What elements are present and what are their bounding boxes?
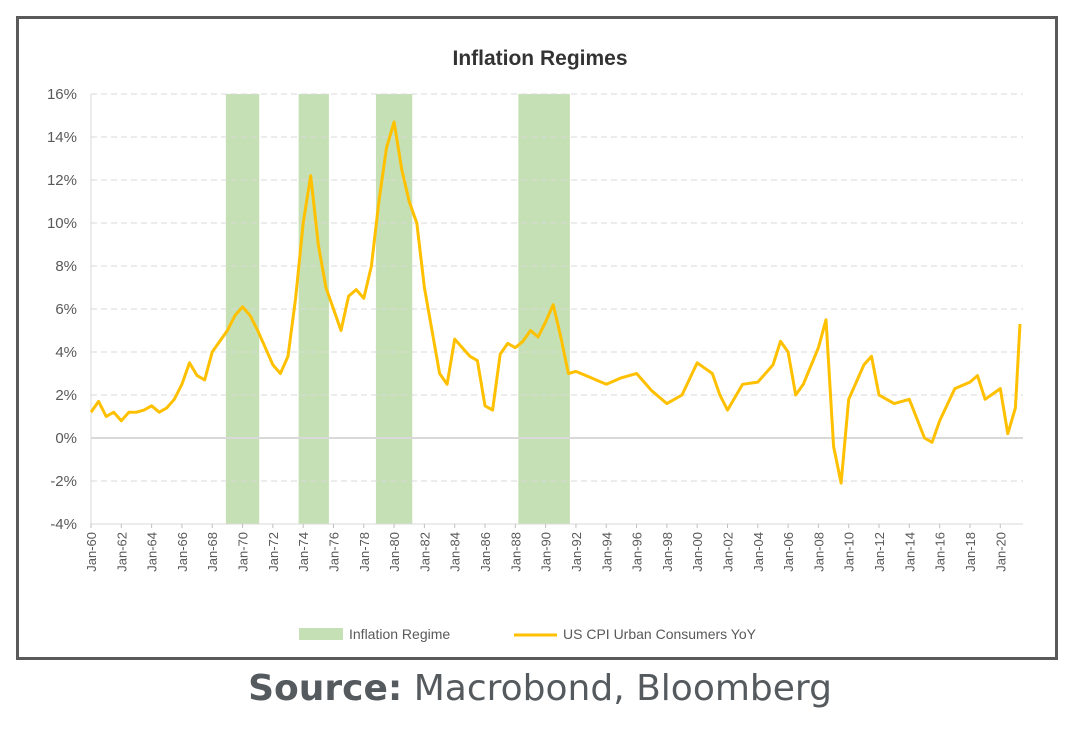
x-tick-label: Jan-00 bbox=[690, 532, 705, 572]
y-tick-label: -4% bbox=[50, 516, 77, 533]
x-tick-label: Jan-96 bbox=[630, 532, 645, 572]
x-tick-label: Jan-78 bbox=[357, 532, 372, 572]
legend-label-cpi: US CPI Urban Consumers YoY bbox=[563, 626, 757, 642]
y-tick-label: 2% bbox=[55, 387, 77, 404]
y-tick-label: 6% bbox=[55, 301, 77, 318]
x-tick-label: Jan-82 bbox=[417, 532, 432, 572]
chart-title: Inflation Regimes bbox=[452, 47, 627, 70]
x-tick-label: Jan-84 bbox=[448, 532, 463, 572]
y-axis-ticks: -4% -2% 0% 2% 4% 6% 8% 10% 12% 14% 16% bbox=[47, 86, 77, 533]
y-tick-label: 0% bbox=[55, 430, 77, 447]
x-tick-label: Jan-18 bbox=[963, 532, 978, 572]
source-note: Source: Macrobond, Bloomberg bbox=[0, 668, 1080, 709]
x-tick-label: Jan-16 bbox=[933, 532, 948, 572]
x-tick-label: Jan-68 bbox=[205, 532, 220, 572]
x-tick-label: Jan-12 bbox=[872, 532, 887, 572]
x-tick-label: Jan-04 bbox=[751, 532, 766, 572]
x-tick-label: Jan-94 bbox=[599, 532, 614, 572]
y-tick-label: 8% bbox=[55, 258, 77, 275]
y-tick-label: 12% bbox=[47, 172, 77, 189]
source-label: Source: bbox=[248, 668, 403, 709]
x-tick-label: Jan-66 bbox=[175, 532, 190, 572]
legend-swatch-regime bbox=[299, 628, 343, 640]
x-tick-label: Jan-64 bbox=[145, 532, 160, 572]
x-tick-label: Jan-98 bbox=[660, 532, 675, 572]
x-tick-label: Jan-10 bbox=[842, 532, 857, 572]
series-line-cpi bbox=[89, 120, 1022, 485]
legend-label-regime: Inflation Regime bbox=[349, 626, 450, 642]
y-tick-label: 10% bbox=[47, 215, 77, 232]
x-tick-label: Jan-80 bbox=[387, 532, 402, 572]
x-tick-label: Jan-86 bbox=[478, 532, 493, 572]
x-axis-ticks: Jan-60 Jan-62 Jan-64 Jan-66 Jan-68 Jan-70 Jan-… bbox=[84, 524, 1008, 572]
chart: Inflation Regimes -4% -2% 0% 2% 4% 6% 8% 10% 12%… bbox=[47, 47, 1023, 642]
x-tick-label: Jan-74 bbox=[296, 532, 311, 572]
x-tick-label: Jan-02 bbox=[720, 532, 735, 572]
x-tick-label: Jan-88 bbox=[508, 532, 523, 572]
x-tick-label: Jan-76 bbox=[326, 532, 341, 572]
legend: Inflation Regime US CPI Urban Consumers Y… bbox=[299, 626, 757, 642]
x-tick-label: Jan-06 bbox=[781, 532, 796, 572]
x-tick-label: Jan-72 bbox=[266, 532, 281, 572]
gridlines bbox=[90, 93, 1023, 525]
x-tick-label: Jan-08 bbox=[811, 532, 826, 572]
x-tick-label: Jan-90 bbox=[539, 532, 554, 572]
x-tick-label: Jan-20 bbox=[993, 532, 1008, 572]
regime-bands bbox=[225, 94, 570, 524]
source-text: Macrobond, Bloomberg bbox=[402, 668, 832, 709]
x-tick-label: Jan-14 bbox=[902, 532, 917, 572]
chart-frame: Inflation Regimes -4% -2% 0% 2% 4% 6% 8% 10% 12%… bbox=[16, 16, 1058, 660]
x-tick-label: Jan-92 bbox=[569, 532, 584, 572]
y-tick-label: 14% bbox=[47, 129, 77, 146]
x-tick-label: Jan-62 bbox=[114, 532, 129, 572]
y-tick-label: 4% bbox=[55, 344, 77, 361]
series bbox=[89, 120, 1022, 485]
y-tick-label: -2% bbox=[50, 473, 77, 490]
y-tick-label: 16% bbox=[47, 86, 77, 103]
x-tick-label: Jan-70 bbox=[236, 532, 251, 572]
x-tick-label: Jan-60 bbox=[84, 532, 99, 572]
